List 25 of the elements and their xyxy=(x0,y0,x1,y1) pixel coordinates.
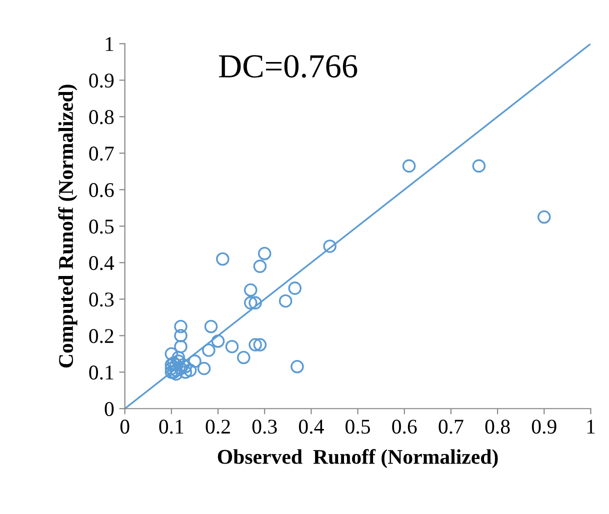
x-axis-title: Observed Runoff (Normalized) xyxy=(218,449,498,468)
x-tick-label: 0.4 xyxy=(298,420,324,434)
x-tick-label: 0.5 xyxy=(346,420,370,434)
x-tick-label: 0.1 xyxy=(159,420,184,434)
y-tick-label: 0.1 xyxy=(89,366,114,380)
x-tick-label: 1 xyxy=(587,420,595,434)
y-tick-label: 0 xyxy=(104,402,114,416)
y-tick-label: 0.5 xyxy=(89,220,114,234)
y-tick-label: 0.3 xyxy=(89,292,114,307)
x-tick-label: 0.7 xyxy=(438,420,464,434)
y-tick-label: 0.2 xyxy=(89,329,114,344)
y-tick-label: 0.7 xyxy=(89,146,114,161)
x-tick-label: 0 xyxy=(120,420,130,434)
x-tick-label: 0.9 xyxy=(532,420,556,434)
x-tick-label: 0.2 xyxy=(206,420,230,434)
y-tick-label: 1 xyxy=(106,37,114,51)
y-tick-label: 0.6 xyxy=(89,183,114,198)
y-tick-label: 0.4 xyxy=(89,256,114,270)
x-tick-label: 0.6 xyxy=(392,420,417,434)
x-tick-label: 0.8 xyxy=(485,420,510,434)
annotation: DC=0.766 xyxy=(218,55,358,78)
x-tick-label: 0.3 xyxy=(252,420,277,434)
y-axis-title: Computed Runoff (Normalized) xyxy=(58,84,78,368)
y-tick-label: 0.8 xyxy=(89,110,114,124)
y-tick-label: 0.9 xyxy=(89,74,114,88)
